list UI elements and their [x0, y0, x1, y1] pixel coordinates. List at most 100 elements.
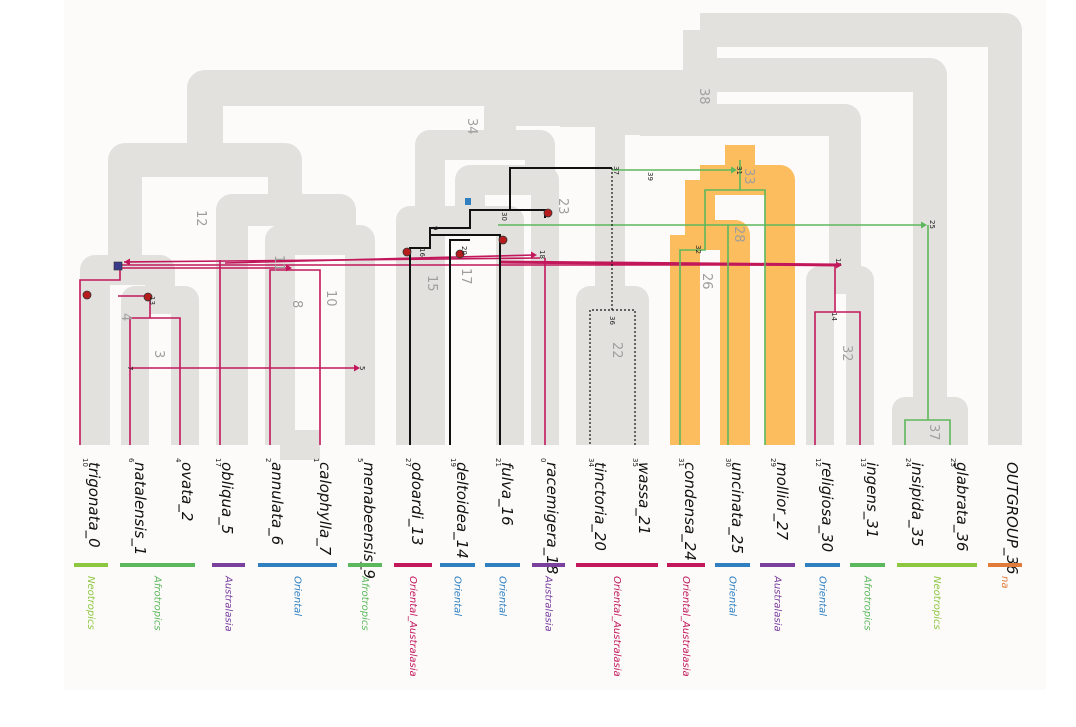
tip-number: 10 [81, 458, 89, 467]
highlight-clade [670, 145, 795, 445]
tip-number: 17 [214, 458, 222, 467]
clade-label: 22 [609, 342, 624, 359]
clade-label: 37 [926, 424, 941, 441]
tip-label: annulata_6 [267, 462, 286, 545]
tip-number: 0 [539, 458, 547, 462]
tip-number: 6 [127, 458, 135, 463]
tip-label: racemigera_18 [542, 462, 561, 574]
clade-label: 8 [289, 300, 304, 308]
migration-label: 32 [694, 245, 702, 254]
tip-number: 31 [677, 458, 685, 467]
arrowhead [286, 264, 292, 272]
tip-label: ingens_31 [862, 462, 881, 538]
tip-label: OUTGROUP_36 [1002, 462, 1021, 574]
migration-label: 5 [358, 366, 366, 370]
tip-label: obliqua_5 [217, 462, 236, 534]
tip-label: natalensis_1 [130, 462, 149, 556]
migration-label: 7 [126, 366, 134, 370]
migration-label: 16 [418, 248, 426, 257]
region-label: Oriental [727, 576, 738, 616]
tip-number: 12 [814, 458, 822, 467]
node-markers [82, 198, 553, 302]
arrowhead [921, 221, 927, 229]
clade-label: 10 [323, 290, 338, 307]
clade-label: 17 [458, 268, 473, 285]
tip-label: fulva_16 [497, 462, 516, 526]
migration-label: 9 [431, 226, 439, 230]
region-label: Oriental_Australasia [407, 576, 418, 677]
migration-label: 36 [608, 316, 616, 325]
tip-label: wassa_21 [634, 462, 653, 535]
tip-label: tinctoria_20 [590, 462, 609, 551]
region-label: Oriental [292, 576, 303, 616]
tip-label: condensa_24 [680, 462, 699, 561]
region-label: Oriental [497, 576, 508, 616]
region-label: Afrotropics [862, 575, 873, 631]
tip-number: 30 [724, 458, 732, 467]
tip-label: deltoidea_14 [452, 462, 471, 559]
migration-label: 39 [646, 172, 654, 181]
tip-number: 34 [587, 458, 595, 467]
clade-label: 15 [424, 275, 439, 292]
tip-label: glabrata_36 [952, 462, 971, 551]
clade-label: 38 [696, 88, 711, 105]
clade-label: 33 [741, 168, 756, 185]
region-label: Neotropics [85, 576, 96, 630]
migration-arrows-red [120, 254, 841, 269]
region-label: Neotropics [931, 576, 942, 630]
tip-number: 13 [859, 458, 867, 467]
tip-label: trigonata_0 [84, 462, 103, 548]
tip-number: 35 [631, 458, 639, 467]
tip-label: uncinata_25 [727, 462, 746, 554]
migration-label: 37 [612, 166, 620, 175]
region-label: Australasia [543, 575, 554, 632]
region-label: Australasia [772, 575, 783, 632]
clade-label: 32 [839, 345, 854, 362]
gene-lines-dotted [589, 168, 636, 445]
migration-label: 14 [830, 312, 838, 321]
clade-label: 26 [699, 273, 714, 290]
tip-number: 23 [949, 458, 957, 467]
migration-label: 15 [834, 258, 842, 267]
clade-label: 23 [555, 198, 570, 215]
migration-label: 20 [460, 246, 468, 255]
region-label: Australasia [223, 575, 234, 632]
clade-label: 12 [193, 210, 208, 227]
tip-label: insipida_35 [907, 462, 926, 547]
clade-label: 11 [271, 255, 286, 272]
tip-number: 19 [449, 458, 457, 467]
region-label: Oriental [452, 576, 463, 616]
tip-number: 21 [494, 458, 502, 467]
arrowhead [731, 166, 737, 174]
migration-label: 13 [148, 296, 156, 305]
migration-number-labels: 37 39 36 30 25 32 31 15 14 7 5 9 18 13 16 20 [126, 166, 936, 370]
arrowhead [836, 261, 842, 269]
region-label: Oriental [817, 576, 828, 616]
arrowhead [531, 251, 537, 259]
clade-label: 28 [731, 226, 746, 243]
tip-label: odoardi_13 [407, 462, 426, 546]
tip-number: 27 [404, 458, 412, 467]
tip-label: menabeensis_9 [359, 462, 378, 579]
migration-label: 18 [538, 250, 546, 259]
migration-label: 30 [500, 212, 508, 221]
tip-number: 24 [904, 458, 912, 467]
clade-label: 4 [118, 313, 133, 321]
region-label: Afrotropics [152, 575, 163, 631]
region-label: Afrotropics [359, 575, 370, 631]
region-labels: Neotropics Afrotropics Australasia Oriental… [74, 563, 1022, 677]
region-label: Oriental_Australasia [611, 576, 622, 677]
tip-number: 29 [769, 458, 777, 467]
tip-number: 4 [174, 458, 182, 463]
clade-label: 34 [464, 118, 479, 135]
tip-number: 1 [312, 458, 320, 462]
tip-number: 5 [356, 458, 364, 462]
arrowheads [124, 166, 927, 372]
tip-label: calophylla_7 [315, 462, 334, 556]
arrowhead [124, 258, 130, 266]
gene-lines-green [498, 160, 951, 445]
migration-label: 25 [928, 220, 936, 229]
